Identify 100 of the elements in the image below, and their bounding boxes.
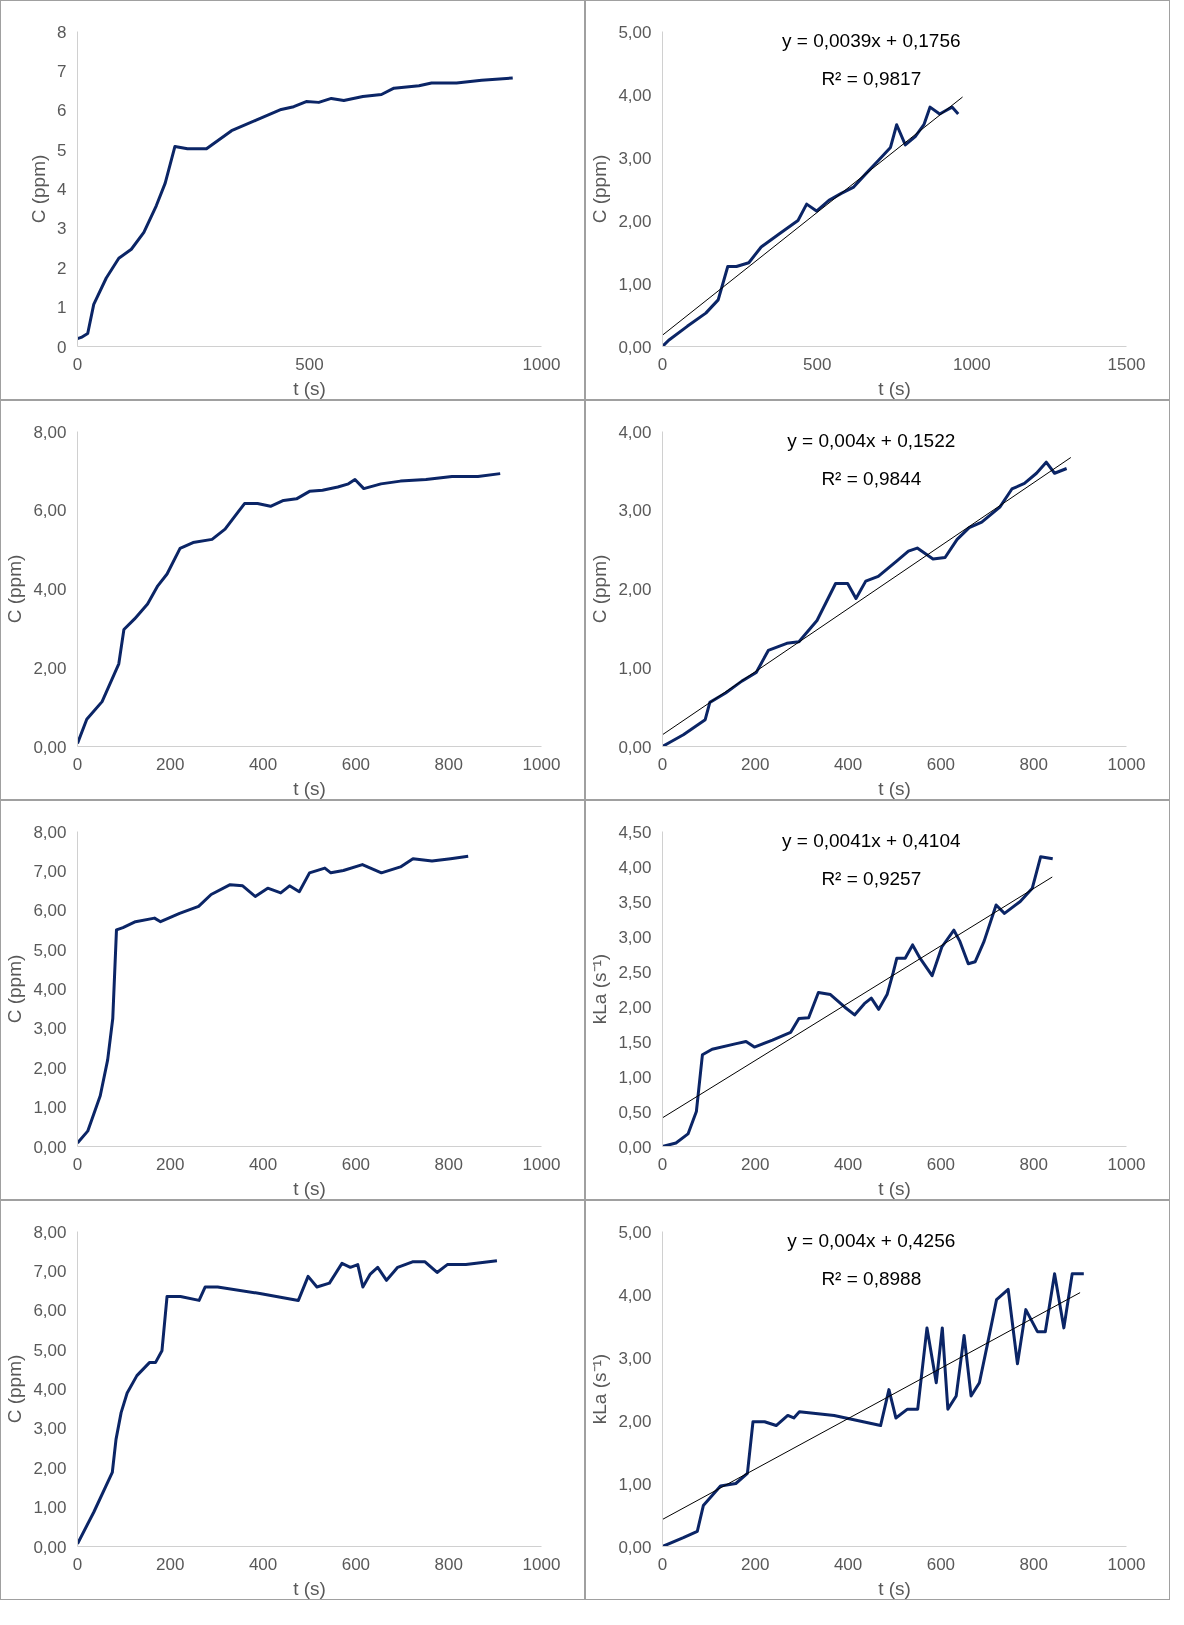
y-tick-label: 3,00	[618, 148, 652, 168]
x-tick-label: 1000	[522, 1554, 561, 1574]
y-tick-label: 2	[57, 258, 67, 278]
y-tick-label: 0,50	[618, 1102, 652, 1122]
annotation: R² = 0,8988	[821, 1268, 922, 1290]
x-axis-title: t (s)	[878, 1177, 911, 1199]
y-tick-label: 5	[57, 140, 67, 160]
y-tick-label: 4,00	[33, 980, 67, 999]
y-tick-label: 1,00	[33, 1098, 67, 1118]
y-tick-label: 3,00	[33, 1419, 67, 1439]
y-tick-label: 2,50	[618, 962, 652, 982]
x-axis-title: t (s)	[293, 777, 326, 799]
x-tick-label: 200	[156, 1554, 185, 1574]
x-axis-title: t (s)	[878, 1577, 911, 1599]
y-axis-title: kLa (s⁻¹)	[589, 953, 611, 1025]
y-tick-label: 1,00	[618, 1067, 652, 1087]
x-axis-title: t (s)	[293, 1577, 326, 1599]
annotation: R² = 0,9844	[821, 468, 922, 490]
y-tick-label: 0,00	[618, 1137, 652, 1157]
y-axis-title: C (ppm)	[28, 154, 50, 224]
x-tick-label: 400	[248, 754, 278, 774]
y-tick-label: 4,00	[33, 1380, 67, 1399]
y-tick-label: 5,00	[33, 1340, 67, 1360]
x-tick-label: 1000	[522, 754, 561, 774]
y-axis-title: C (ppm)	[4, 554, 26, 624]
x-tick-label: 0	[72, 354, 83, 374]
y-tick-label: 0,00	[618, 1537, 652, 1557]
y-tick-label: 4,00	[618, 857, 652, 877]
y-tick-label: 4,50	[618, 822, 652, 842]
x-tick-label: 600	[341, 754, 371, 774]
x-tick-label: 400	[248, 1154, 278, 1174]
y-tick-label: 2,00	[618, 1411, 652, 1431]
x-tick-label: 600	[926, 754, 956, 774]
y-tick-label: 3,50	[618, 892, 652, 912]
y-tick-label: 6,00	[33, 1301, 67, 1321]
x-tick-label: 1000	[522, 1154, 561, 1174]
x-tick-label: 200	[156, 754, 185, 774]
y-axis-title: C (ppm)	[4, 954, 26, 1024]
y-tick-label: 8,00	[33, 1222, 67, 1242]
y-tick-label: 0	[57, 337, 67, 357]
y-axis-title: C (ppm)	[589, 554, 611, 624]
y-tick-label: 3	[57, 219, 67, 239]
x-tick-label: 600	[926, 1554, 956, 1574]
annotation: y = 0,004x + 0,1522	[787, 430, 956, 452]
x-tick-label: 0	[72, 1154, 83, 1174]
y-tick-label: 5,00	[33, 940, 67, 960]
x-tick-label: 1000	[1107, 1554, 1146, 1574]
x-tick-label: 0	[657, 1554, 668, 1574]
annotation: y = 0,0041x + 0,4104	[782, 830, 961, 852]
x-axis-title: t (s)	[878, 377, 911, 399]
y-tick-label: 2,00	[618, 580, 652, 599]
x-tick-label: 0	[657, 754, 668, 774]
y-tick-label: 8,00	[33, 822, 67, 842]
x-tick-label: 200	[156, 1154, 185, 1174]
x-tick-label: 600	[341, 1154, 371, 1174]
y-tick-label: 4,00	[618, 85, 652, 105]
x-tick-label: 0	[72, 1554, 83, 1574]
y-tick-label: 7	[57, 61, 67, 81]
y-tick-label: 3,00	[618, 1348, 652, 1368]
x-tick-label: 0	[657, 1154, 668, 1174]
y-tick-label: 4,00	[618, 422, 652, 442]
x-tick-label: 0	[72, 754, 83, 774]
y-tick-label: 0,00	[33, 737, 67, 757]
y-tick-label: 2,00	[618, 997, 652, 1017]
x-tick-label: 200	[741, 1154, 770, 1174]
y-tick-label: 0,00	[33, 1537, 67, 1557]
x-tick-label: 400	[833, 1554, 863, 1574]
y-tick-label: 8	[57, 22, 67, 42]
y-tick-label: 0,00	[618, 737, 652, 757]
y-tick-label: 1,00	[618, 658, 652, 678]
x-axis-title: t (s)	[878, 777, 911, 799]
y-tick-label: 0,00	[33, 1137, 67, 1157]
x-tick-label: 400	[248, 1554, 278, 1574]
y-tick-label: 3,00	[33, 1019, 67, 1039]
y-tick-label: 6,00	[33, 901, 67, 921]
y-tick-label: 5,00	[618, 1222, 652, 1242]
y-tick-label: 3,00	[618, 927, 652, 947]
x-tick-label: 800	[434, 1154, 463, 1174]
y-tick-label: 2,00	[33, 1458, 67, 1478]
x-tick-label: 500	[295, 354, 324, 374]
x-tick-label: 1000	[1107, 754, 1146, 774]
y-tick-label: 6,00	[33, 501, 67, 521]
y-tick-label: 8,00	[33, 422, 67, 442]
annotation: R² = 0,9257	[821, 868, 922, 890]
x-tick-label: 800	[1019, 754, 1048, 774]
annotation: y = 0,0039x + 0,1756	[782, 30, 961, 52]
y-tick-label: 1,00	[33, 1498, 67, 1518]
x-tick-label: 800	[1019, 1554, 1048, 1574]
y-axis-title: kLa (s⁻¹)	[589, 1353, 611, 1425]
x-tick-label: 1000	[952, 354, 991, 374]
y-axis-title: C (ppm)	[4, 1354, 26, 1424]
x-axis-title: t (s)	[293, 377, 326, 399]
y-tick-label: 1,00	[618, 1474, 652, 1494]
x-tick-label: 1000	[1107, 1154, 1146, 1174]
x-tick-label: 200	[741, 1554, 770, 1574]
y-tick-label: 1	[57, 298, 67, 318]
y-tick-label: 7,00	[33, 861, 67, 881]
x-tick-label: 500	[802, 354, 832, 374]
y-tick-label: 1,50	[618, 1032, 652, 1052]
y-tick-label: 0,00	[618, 337, 652, 357]
